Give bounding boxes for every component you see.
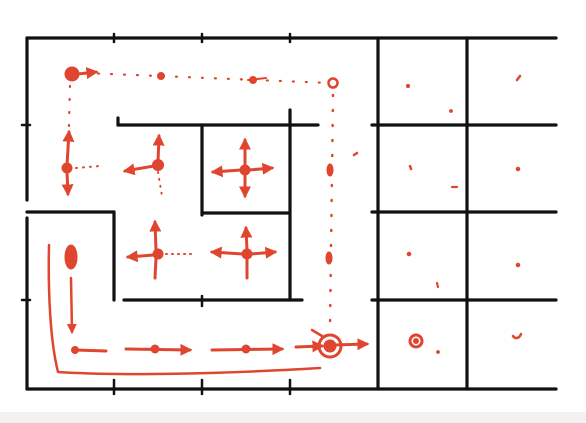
dotted-trail	[83, 71, 332, 85]
red-annotations	[47, 66, 523, 376]
path-curve	[47, 243, 322, 376]
arrow	[332, 338, 370, 351]
arrow	[247, 77, 267, 81]
wall-ticks	[20, 32, 292, 396]
mark	[408, 164, 413, 171]
arrow	[310, 328, 324, 338]
mark	[511, 332, 523, 340]
mark	[515, 262, 521, 268]
arrow	[209, 246, 245, 259]
arrow	[153, 256, 158, 280]
mark	[449, 109, 453, 113]
maze-walls	[25, 36, 558, 391]
bottom-strip	[0, 412, 586, 423]
arrow	[152, 133, 165, 164]
mark	[352, 151, 359, 157]
node	[325, 251, 333, 265]
mark	[406, 251, 412, 257]
node	[71, 346, 79, 354]
arrow	[247, 162, 275, 175]
mark	[515, 166, 521, 172]
mark	[435, 281, 440, 289]
arrow	[66, 276, 77, 334]
dotted-trail	[66, 84, 72, 162]
node-core	[413, 338, 419, 344]
dotted-trail	[157, 171, 163, 197]
arrow	[61, 170, 74, 197]
goal-node	[317, 333, 343, 359]
arrow	[210, 165, 243, 178]
node	[150, 344, 160, 354]
node	[327, 77, 339, 89]
node	[408, 333, 424, 349]
arrow	[74, 348, 108, 353]
mark	[515, 74, 522, 82]
arrow	[125, 250, 156, 263]
dotted-trail	[328, 93, 335, 332]
node	[157, 72, 165, 80]
start-node	[64, 244, 78, 270]
arrow	[149, 219, 162, 252]
arrow	[76, 67, 99, 80]
mark	[405, 83, 411, 89]
arrow	[240, 225, 253, 252]
node	[241, 344, 251, 354]
node	[326, 163, 334, 177]
goal-node-core	[323, 339, 337, 353]
arrow	[62, 129, 75, 167]
arrow	[249, 246, 278, 259]
dotted-trail	[75, 165, 101, 169]
mark	[436, 350, 440, 354]
arrow	[122, 163, 156, 176]
